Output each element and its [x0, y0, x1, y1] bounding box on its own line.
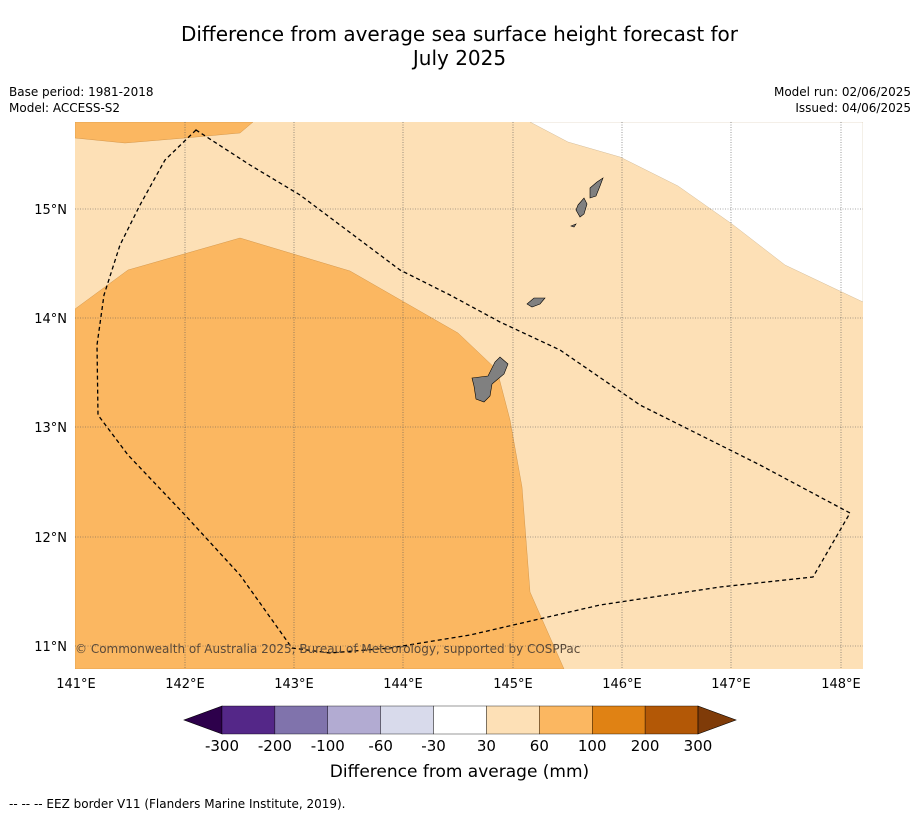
eez-border [96, 129, 851, 654]
anomaly-region-60-100 [75, 237, 565, 669]
island-saipan [589, 177, 604, 199]
meta-left: Base period: 1981-2018 Model: ACCESS-S2 [9, 84, 154, 116]
base-period: Base period: 1981-2018 [9, 85, 154, 99]
lat-label: 13°N [34, 421, 67, 436]
colorbar-tick: 60 [530, 737, 549, 755]
colorbar-tick: -30 [421, 737, 446, 755]
colorbar-extend-high [697, 705, 737, 735]
lon-label: 146°E [602, 677, 642, 692]
colorbar-tick: 300 [684, 737, 713, 755]
model-run: Model run: 02/06/2025 [773, 85, 911, 99]
colorbar-extend-low [183, 705, 223, 735]
map-white-region [529, 122, 863, 303]
colorbar-segment [486, 705, 540, 735]
colorbar-segment [539, 705, 593, 735]
lat-label: 15°N [34, 203, 67, 218]
colorbar-tick: -100 [311, 737, 345, 755]
colorbar-segment [644, 705, 699, 735]
footnote-eez: -- -- -- EEZ border V11 (Flanders Marine… [9, 797, 346, 811]
colorbar-segment [433, 705, 487, 735]
colorbar-tick: 200 [631, 737, 660, 755]
lon-label: 144°E [383, 677, 423, 692]
lon-label: 147°E [711, 677, 751, 692]
map-title: Difference from average sea surface heig… [0, 22, 919, 70]
issued-date: Issued: 04/06/2025 [795, 101, 911, 115]
colorbar-tick: 30 [477, 737, 496, 755]
island-rota [526, 297, 546, 308]
island-aguijan [570, 223, 577, 228]
lon-label: 148°E [821, 677, 861, 692]
lon-label: 141°E [56, 677, 96, 692]
lon-label: 142°E [165, 677, 205, 692]
island-tinian [575, 197, 588, 218]
colorbar-tick: -200 [258, 737, 292, 755]
colorbar-label: Difference from average (mm) [329, 762, 590, 782]
title-line-1: Difference from average sea surface heig… [180, 22, 739, 46]
colorbar-segment [380, 705, 434, 735]
colorbar [183, 705, 737, 735]
island-guam [471, 356, 509, 403]
colorbar-tick: -60 [368, 737, 393, 755]
model-name: Model: ACCESS-S2 [9, 101, 121, 115]
lon-label: 145°E [493, 677, 533, 692]
colorbar-segment [221, 705, 276, 735]
lat-label: 12°N [34, 531, 67, 546]
colorbar-segment [327, 705, 381, 735]
colorbar-tick: 100 [578, 737, 607, 755]
lat-label: 14°N [34, 312, 67, 327]
lon-label: 143°E [274, 677, 314, 692]
copyright-text: © Commonwealth of Australia 2025, Bureau… [75, 642, 580, 656]
colorbar-segment [274, 705, 328, 735]
lat-label: 11°N [34, 640, 67, 655]
colorbar-tick: -300 [205, 737, 239, 755]
meta-right: Model run: 02/06/2025 Issued: 04/06/2025 [774, 84, 911, 116]
colorbar-segment [592, 705, 646, 735]
title-line-2: July 2025 [412, 46, 507, 70]
